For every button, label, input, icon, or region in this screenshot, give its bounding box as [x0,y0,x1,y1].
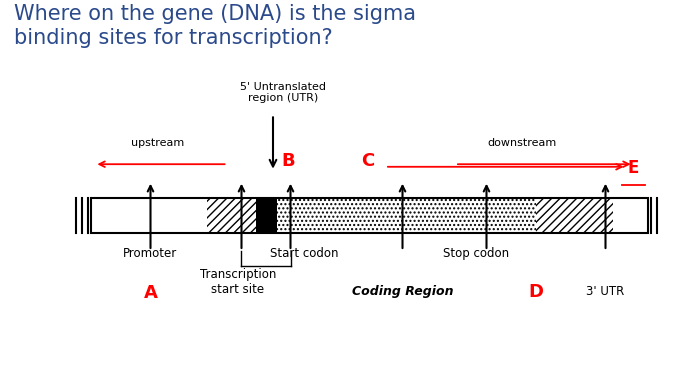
Text: Start codon: Start codon [270,247,339,260]
Text: Promoter: Promoter [123,247,178,260]
Bar [256,199,276,234]
Bar [91,199,648,234]
Text: downstream: downstream [487,138,556,148]
Bar [276,199,536,234]
Text: Where on the gene (DNA) is the sigma
binding sites for transcription?: Where on the gene (DNA) is the sigma bin… [14,4,416,48]
Text: B: B [281,152,295,169]
Text: A: A [144,284,158,302]
Text: Stop codon: Stop codon [443,247,509,260]
Text: C: C [361,152,374,169]
Text: upstream: upstream [131,138,184,148]
Text: 5' Untranslated
region (UTR): 5' Untranslated region (UTR) [241,82,326,103]
Text: Coding Region: Coding Region [351,285,454,298]
Bar [206,199,256,234]
Bar [536,199,612,234]
Text: Transcription
start site: Transcription start site [199,268,276,296]
Bar [91,199,206,234]
Text: E: E [628,159,639,177]
Bar [612,199,648,234]
Text: D: D [528,283,543,300]
Text: 3' UTR: 3' UTR [587,285,624,298]
Bar [91,199,648,234]
